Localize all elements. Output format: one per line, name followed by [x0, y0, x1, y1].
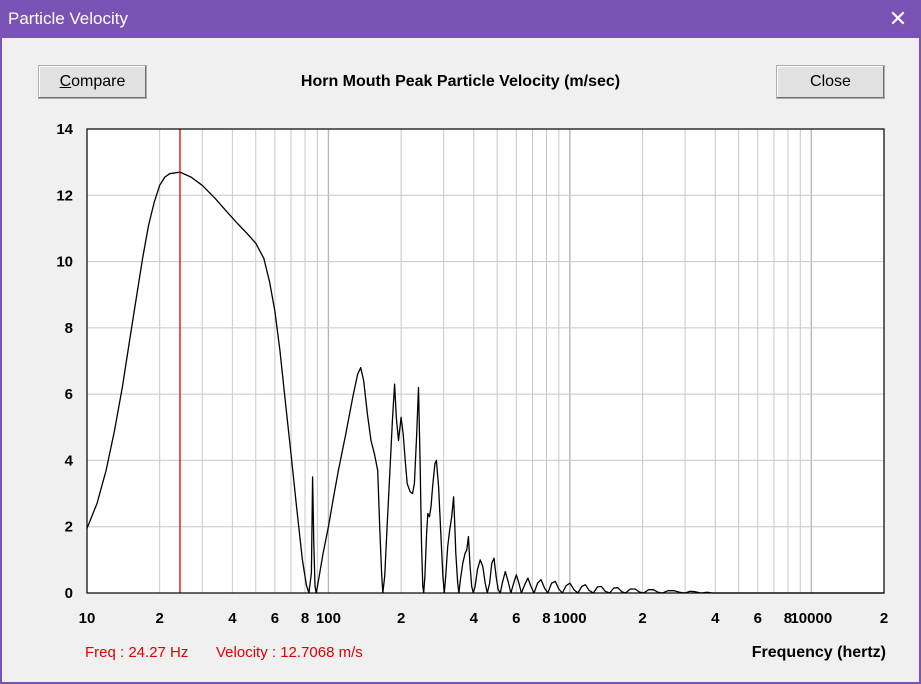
- x-tick-label: 2: [880, 610, 888, 627]
- plot-border: [86, 128, 885, 594]
- close-button[interactable]: Close: [776, 65, 885, 99]
- y-tick-label: 12: [56, 187, 73, 204]
- x-tick-label: 8: [301, 610, 309, 627]
- x-tick-label: 2: [156, 610, 164, 627]
- x-tick-label: 6: [271, 610, 279, 627]
- window-title: Particle Velocity: [8, 9, 128, 28]
- grid-lines: [87, 129, 884, 593]
- y-tick-label: 4: [65, 452, 74, 469]
- velocity-readout: Velocity : 12.7068 m/s: [216, 644, 363, 661]
- y-tick-labels: 0 2 4 6 8 10 12 14: [56, 121, 73, 602]
- window-close-icon[interactable]: ✕: [888, 6, 908, 31]
- x-tick-label: 10000: [790, 610, 832, 627]
- y-tick-label: 6: [65, 386, 73, 403]
- y-tick-label: 0: [65, 585, 73, 602]
- y-tick-label: 14: [56, 121, 73, 138]
- x-axis-title: Frequency (hertz): [751, 644, 886, 661]
- compare-accesskey: C: [59, 73, 72, 90]
- title-bar[interactable]: Particle Velocity ✕: [0, 0, 921, 38]
- plot-area: [87, 129, 884, 593]
- chart-title: Horn Mouth Peak Particle Velocity (m/sec…: [300, 73, 621, 90]
- x-tick-label: 8: [542, 610, 550, 627]
- x-tick-label: 2: [397, 610, 405, 627]
- x-tick-label: 4: [228, 610, 237, 627]
- x-tick-label: 6: [754, 610, 762, 627]
- compare-button[interactable]: Compare: [38, 65, 147, 99]
- x-tick-label: 8: [784, 610, 792, 627]
- y-tick-label: 2: [65, 519, 73, 536]
- x-tick-label: 10: [79, 610, 96, 627]
- y-tick-label: 8: [65, 320, 73, 337]
- x-tick-label: 1000: [553, 610, 586, 627]
- compare-label-rest: ompare: [71, 73, 126, 90]
- x-tick-label: 2: [638, 610, 646, 627]
- x-tick-label: 4: [711, 610, 720, 627]
- frequency-readout: Freq : 24.27 Hz: [85, 644, 189, 661]
- x-tick-label: 4: [470, 610, 479, 627]
- x-tick-label: 6: [512, 610, 520, 627]
- x-tick-label: 100: [316, 610, 341, 627]
- y-tick-label: 10: [56, 254, 73, 271]
